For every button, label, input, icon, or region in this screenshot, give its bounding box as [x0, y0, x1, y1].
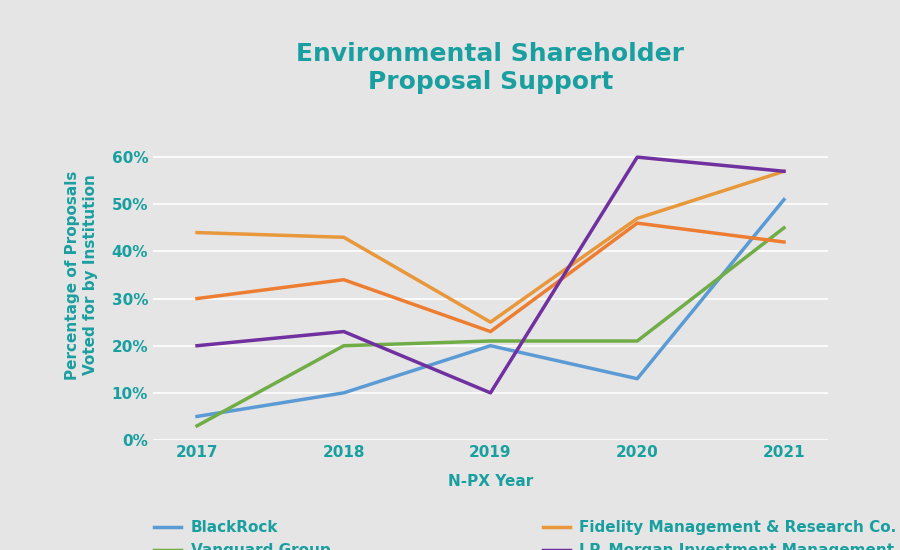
- Title: Environmental Shareholder
Proposal Support: Environmental Shareholder Proposal Suppo…: [296, 42, 685, 94]
- Legend: BlackRock, Vanguard Group, SSgA Fund Management (State Street), Fidelity Managem: BlackRock, Vanguard Group, SSgA Fund Man…: [154, 520, 896, 550]
- Y-axis label: Percentage of Proposals
Voted for by Institution: Percentage of Proposals Voted for by Ins…: [65, 170, 97, 380]
- X-axis label: N-PX Year: N-PX Year: [448, 474, 533, 489]
